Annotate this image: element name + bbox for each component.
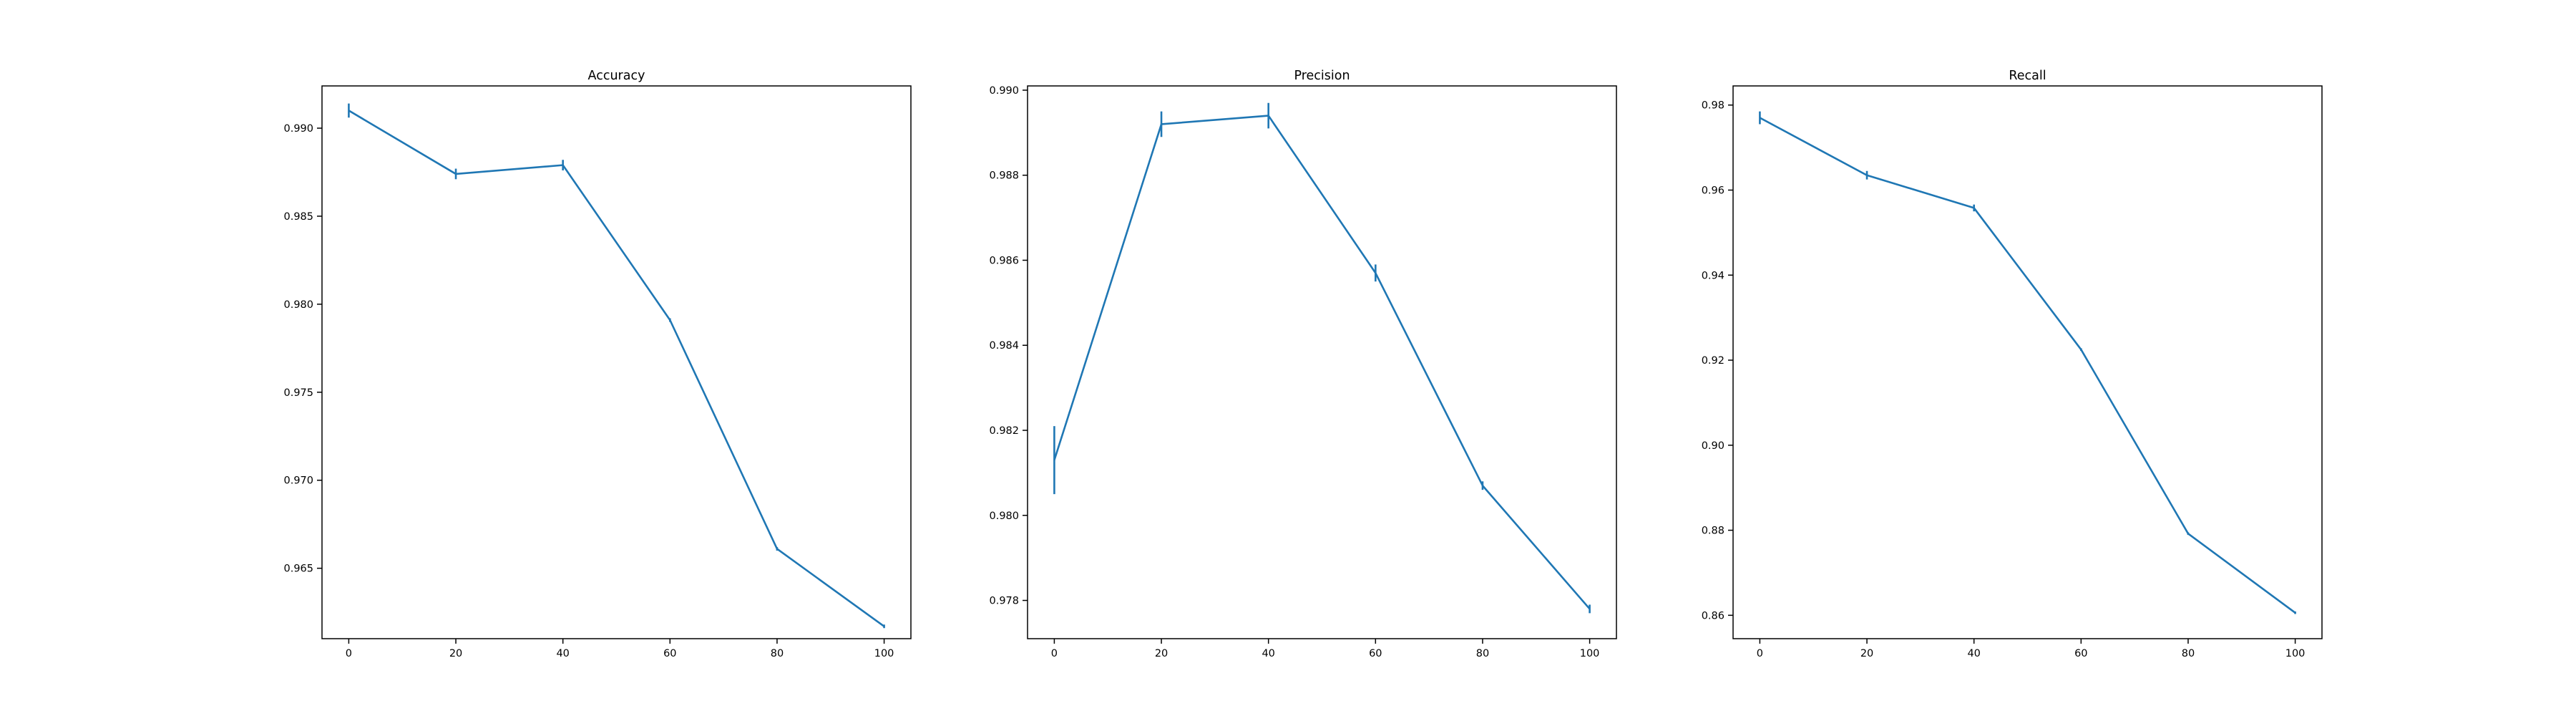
recall-x-tick-label: 80 bbox=[2182, 648, 2195, 659]
precision-y-tick-label: 0.984 bbox=[989, 340, 1019, 352]
accuracy-x-tick-label: 0 bbox=[346, 648, 352, 659]
accuracy-x-tick-label: 80 bbox=[771, 648, 784, 659]
precision-y-tick-label: 0.990 bbox=[989, 85, 1019, 97]
precision-y-tick-label: 0.978 bbox=[989, 596, 1019, 607]
recall-axes-frame bbox=[1732, 85, 2323, 639]
accuracy-x-tick-label: 20 bbox=[449, 648, 462, 659]
accuracy-x-tick-label: 60 bbox=[663, 648, 676, 659]
precision-subplot: Precision 0 20 40 60 80 100 0.978 0.980 0.982 0.98… bbox=[989, 69, 1617, 659]
precision-title: Precision bbox=[1294, 69, 1350, 83]
recall-title: Recall bbox=[2009, 69, 2046, 83]
recall-y-tick-label: 0.94 bbox=[1702, 270, 1724, 281]
precision-axes-frame bbox=[1027, 85, 1617, 639]
recall-y-tick-label: 0.88 bbox=[1702, 526, 1724, 537]
precision-y-tick-label: 0.980 bbox=[989, 511, 1019, 522]
recall-x-tick-label: 100 bbox=[2285, 648, 2306, 659]
precision-x-tick-label: 0 bbox=[1051, 648, 1058, 659]
accuracy-y-tick-label: 0.990 bbox=[283, 123, 313, 135]
precision-x-tick-label: 80 bbox=[1476, 648, 1489, 659]
recall-x-tick-label: 20 bbox=[1860, 648, 1873, 659]
precision-y-tick-label: 0.982 bbox=[989, 425, 1019, 437]
recall-x-tick-label: 40 bbox=[1967, 648, 1980, 659]
recall-y-tick-label: 0.92 bbox=[1702, 355, 1724, 367]
recall-y-tick-label: 0.86 bbox=[1702, 610, 1724, 621]
accuracy-y-tick-label: 0.970 bbox=[283, 475, 313, 487]
accuracy-y-tick-label: 0.980 bbox=[283, 299, 313, 311]
accuracy-title: Accuracy bbox=[588, 69, 645, 83]
precision-x-tick-label: 40 bbox=[1262, 648, 1274, 659]
recall-y-tick-label: 0.90 bbox=[1702, 440, 1724, 452]
recall-x-tick-label: 60 bbox=[2074, 648, 2087, 659]
recall-subplot: Recall 0 20 40 60 80 100 0.86 0.88 0.90 0.92 0.94 0.… bbox=[1702, 69, 2323, 659]
accuracy-series-line bbox=[348, 110, 885, 627]
accuracy-x-tick-label: 40 bbox=[556, 648, 569, 659]
precision-x-tick-label: 20 bbox=[1155, 648, 1168, 659]
accuracy-x-tick-label: 100 bbox=[874, 648, 894, 659]
recall-y-tick-label: 0.98 bbox=[1702, 100, 1724, 112]
accuracy-y-tick-label: 0.985 bbox=[283, 211, 313, 223]
accuracy-y-tick-label: 0.965 bbox=[283, 563, 313, 575]
recall-series-line bbox=[1759, 117, 2296, 614]
precision-series-line bbox=[1053, 115, 1591, 610]
precision-y-tick-label: 0.988 bbox=[989, 170, 1019, 182]
recall-x-tick-label: 0 bbox=[1757, 648, 1763, 659]
precision-x-tick-label: 60 bbox=[1369, 648, 1382, 659]
accuracy-subplot: Accuracy 0 20 40 60 80 100 0.965 0.970 0.975 0.980… bbox=[283, 69, 912, 659]
accuracy-y-tick-label: 0.975 bbox=[283, 387, 313, 399]
accuracy-axes-frame bbox=[321, 85, 912, 639]
recall-y-tick-label: 0.96 bbox=[1702, 185, 1724, 196]
precision-y-tick-label: 0.986 bbox=[989, 255, 1019, 266]
precision-x-tick-label: 100 bbox=[1580, 648, 1600, 659]
